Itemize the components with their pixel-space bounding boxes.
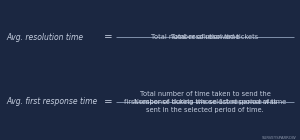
Text: Total number of time taken to send the
first response during the selected period: Total number of time taken to send the f… bbox=[124, 91, 286, 105]
Text: =: = bbox=[103, 97, 112, 107]
Text: =: = bbox=[103, 32, 112, 42]
Text: Number of tickets whose 1st response was
sent in the selected period of time.: Number of tickets whose 1st response was… bbox=[134, 99, 277, 113]
Text: Avg. first response time: Avg. first response time bbox=[6, 97, 97, 107]
Text: Avg. resolution time: Avg. resolution time bbox=[6, 32, 83, 41]
Text: SURVEYSPARROW: SURVEYSPARROW bbox=[261, 136, 296, 140]
Text: Total resolution time: Total resolution time bbox=[171, 34, 239, 40]
Text: Total number of resolved tickets: Total number of resolved tickets bbox=[152, 34, 259, 40]
